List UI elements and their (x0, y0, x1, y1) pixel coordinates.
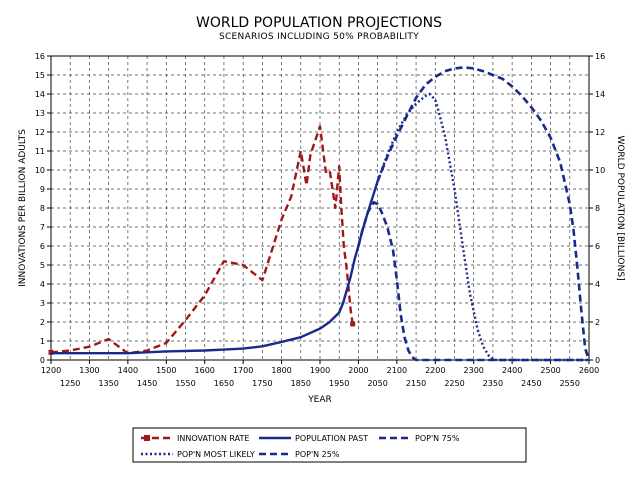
x-tick-label: 2150 (406, 379, 426, 388)
y-tick-label-right: 4 (595, 280, 600, 289)
x-tick-label: 1900 (310, 366, 330, 375)
y-tick-label-right: 14 (595, 90, 605, 99)
x-tick-label: 1500 (156, 366, 176, 375)
y-tick-label-right: 0 (595, 356, 600, 365)
series-line-population-past (51, 181, 379, 355)
y-tick-label-right: 16 (595, 52, 605, 61)
series-marker-innovation-rate (350, 321, 356, 327)
y-tick-label-right: 12 (595, 128, 605, 137)
legend-box (132, 427, 527, 463)
x-tick-label: 1250 (60, 379, 80, 388)
y-tick-label-left: 2 (40, 318, 45, 327)
axis-ticks: 1200 1300 1400 1500 1600 1700 1800 1900 2000 2100… (35, 52, 605, 388)
y-tick-label-left: 5 (40, 261, 45, 270)
x-tick-label: 2600 (579, 366, 599, 375)
x-tick-label: 1800 (271, 366, 291, 375)
y-axis-label-left: INNOVATIONS PER BILLION ADULTS (18, 129, 28, 287)
y-tick-label-right: 10 (595, 166, 605, 175)
y-tick-label-left: 11 (35, 147, 45, 156)
x-tick-label: 1350 (98, 379, 118, 388)
series-line-pop-n-25 (357, 201, 589, 362)
x-tick-label: 1450 (137, 379, 157, 388)
y-tick-label-left: 13 (35, 109, 45, 118)
series-layer (48, 66, 591, 362)
x-tick-label: 1700 (233, 366, 253, 375)
legend-label-pop-n-most-likely: POP'N MOST LIKELY (177, 450, 255, 459)
y-tick-label-left: 14 (35, 90, 45, 99)
x-tick-label: 1750 (252, 379, 272, 388)
chart-subtitle: SCENARIOS INCLUDING 50% PROBABILITY (219, 32, 419, 42)
legend-label-population-past: POPULATION PAST (295, 434, 368, 443)
y-tick-label-right: 8 (595, 204, 600, 213)
x-tick-label: 2350 (483, 379, 503, 388)
y-tick-label-left: 12 (35, 128, 45, 137)
x-tick-label: 2400 (502, 366, 522, 375)
x-tick-label: 1850 (291, 379, 311, 388)
x-tick-label: 2100 (387, 366, 407, 375)
x-tick-label: 1400 (118, 366, 138, 375)
x-tick-label: 1600 (195, 366, 215, 375)
x-tick-label: 2450 (521, 379, 541, 388)
x-tick-label: 2200 (425, 366, 445, 375)
x-tick-label: 2500 (540, 366, 560, 375)
legend: INNOVATION RATE POPULATION PAST POP'N 75% P… (141, 434, 460, 459)
legend-label-pop-n-25: POP'N 25% (295, 450, 340, 459)
x-tick-label: 2300 (464, 366, 484, 375)
y-tick-label-left: 16 (35, 52, 45, 61)
x-tick-label: 1200 (41, 366, 61, 375)
x-tick-label: 2550 (560, 379, 580, 388)
y-tick-label-left: 9 (40, 185, 45, 194)
y-tick-label-left: 7 (40, 223, 45, 232)
x-tick-label: 2050 (367, 379, 387, 388)
series-line-pop-n-75 (376, 66, 591, 361)
x-axis-label: YEAR (307, 395, 332, 405)
y-tick-label-left: 0 (40, 356, 45, 365)
y-tick-label-left: 1 (40, 337, 45, 346)
legend-label-innovation-rate: INNOVATION RATE (177, 434, 249, 443)
legend-label-pop-n-75: POP'N 75% (415, 434, 460, 443)
series-line-innovation-rate (50, 125, 354, 355)
y-tick-label-left: 8 (40, 204, 45, 213)
x-tick-label: 1300 (79, 366, 99, 375)
x-tick-label: 1950 (329, 379, 349, 388)
y-tick-label-right: 6 (595, 242, 600, 251)
y-tick-label-left: 6 (40, 242, 45, 251)
y-tick-label-left: 4 (40, 280, 45, 289)
grid-lines (51, 56, 589, 360)
legend-marker-innovation-rate (144, 435, 150, 441)
chart-title: WORLD POPULATION PROJECTIONS (196, 15, 442, 31)
x-tick-label: 2250 (444, 379, 464, 388)
y-tick-label-left: 3 (40, 299, 45, 308)
x-tick-label: 2000 (348, 366, 368, 375)
x-tick-label: 1550 (175, 379, 195, 388)
y-axis-label-right: WORLD POPULATION [BILLIONS] (615, 135, 625, 280)
y-tick-label-left: 15 (35, 71, 45, 80)
y-tick-label-left: 10 (35, 166, 45, 175)
y-tick-label-right: 2 (595, 318, 600, 327)
x-tick-label: 1650 (214, 379, 234, 388)
